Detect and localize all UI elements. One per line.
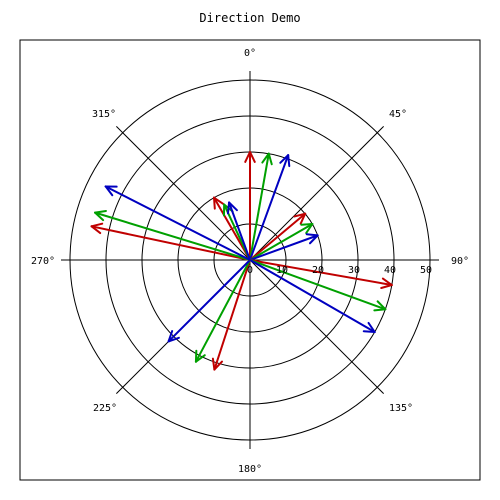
vector-arrowhead [261,152,270,164]
vector-arrowhead [244,151,251,163]
vector-arrowhead [228,201,238,212]
vector-arrowhead [279,154,290,164]
vector-arrowhead [267,152,273,166]
grid-spoke-315 [116,126,251,261]
vector-arrowhead [299,212,307,225]
vector-shaft [249,152,270,261]
vector-shaft [167,259,251,343]
vector-arrowhead [104,185,114,197]
vector-shaft [249,259,393,287]
vector-shaft [213,259,251,371]
vector-shaft [94,211,251,261]
chart-title: Direction Demo [199,11,301,25]
angle-label-270: 270° [31,256,55,267]
vector-2 [249,154,291,261]
vector-shaft [194,259,251,363]
vector-arrowhead [381,277,393,287]
vector-arrowhead [362,330,376,333]
vector-arrowhead [376,300,387,311]
vector-arrowhead [380,284,393,289]
vector-arrowhead [293,212,307,218]
vector-6 [249,212,307,261]
vector-arrowhead [305,233,319,237]
vector-arrowhead [300,223,314,226]
angle-label-225: 225° [93,403,117,414]
vector-16 [94,209,251,261]
vector-shaft [228,201,251,261]
vector-shaft [249,259,387,311]
plot-frame [19,39,481,481]
vector-shaft [104,185,251,261]
vector-shaft [249,259,376,333]
vector-shaft [249,154,290,261]
vector-arrowhead [90,225,102,235]
vector-arrowhead [94,209,107,214]
vector-shaft [249,223,314,261]
angle-label-180: 180° [238,464,262,475]
vector-1 [249,152,273,261]
vector-11 [249,259,376,333]
vector-arrowhead [90,222,104,228]
vector-arrowhead [194,354,206,363]
angle-label-45: 45° [389,109,407,120]
vector-7 [249,223,314,261]
axis-labels: 0° 45° 90° 135° 180° 225° 270° 315° 0 10 20 30 40 50 [31,48,469,475]
vector-arrowhead [373,308,387,312]
vector-5 [226,201,251,261]
vector-shaft [249,234,319,261]
vector-arrowhead [367,321,376,333]
radial-tick-label-50: 50 [420,265,432,276]
vector-shaft [90,225,251,261]
vector-3 [213,196,251,261]
vector-arrowhead [94,211,105,222]
angle-label-0: 0° [244,48,256,59]
vector-14 [167,259,251,343]
radial-tick-label-20: 20 [312,265,324,276]
grid-spoke-45 [249,126,384,261]
vector-15 [90,222,251,261]
radial-tick-label-40: 40 [384,265,396,276]
vector-arrowhead [305,223,314,235]
vector-arrowhead [226,201,231,215]
vector-arrowhead [213,360,224,371]
vector-8 [249,233,319,261]
vector-9 [249,259,393,289]
vector-arrowhead [287,154,291,168]
angle-label-315: 315° [92,109,116,120]
vector-shaft [249,212,307,261]
angle-label-90: 90° [451,256,469,267]
vector-arrowhead [249,151,256,163]
vector-17 [104,185,251,261]
vector-arrowhead [167,330,174,343]
vector-arrowhead [213,196,225,205]
vector-shaft [213,196,251,261]
vector-10 [249,259,387,312]
vector-arrowhead [167,336,180,343]
radial-tick-label-30: 30 [348,265,360,276]
vector-series [90,151,393,371]
vector-0 [244,151,256,261]
radial-tick-label-10: 10 [276,265,288,276]
grid-spoke-135 [249,259,384,394]
vector-arrowhead [211,357,216,371]
vector-arrowhead [213,196,216,210]
vector-13 [194,259,251,363]
vector-arrowhead [308,234,319,245]
radial-tick-label-0: 0 [247,265,253,276]
angle-label-135: 135° [389,403,413,414]
vector-12 [211,259,251,371]
